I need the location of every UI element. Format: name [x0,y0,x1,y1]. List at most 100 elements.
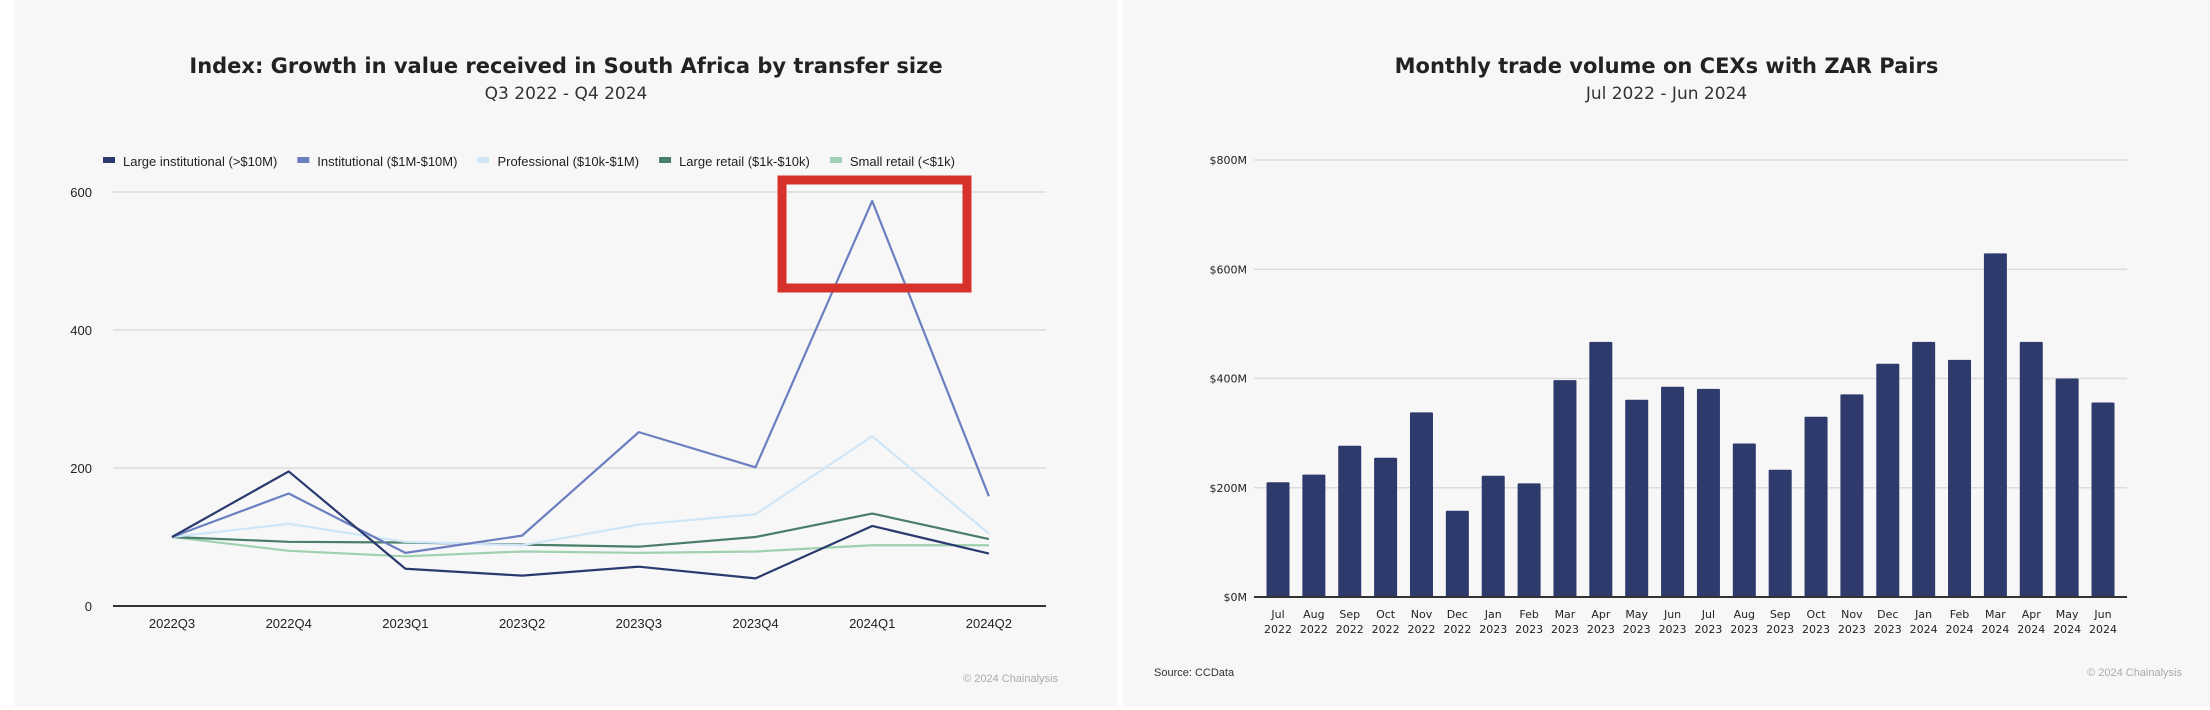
bar [2091,402,2115,597]
x-tick-year: 2023 [1730,623,1758,636]
x-tick-year: 2023 [1838,623,1866,636]
y-tick-label: $800M [1210,154,1248,167]
x-tick-month: Feb [1950,608,1969,621]
bar [2055,378,2079,597]
x-tick-label: 2023Q1 [382,616,428,631]
x-tick-year: 2024 [2089,623,2117,636]
bar [1840,394,1864,597]
x-tick-year: 2023 [1623,623,1651,636]
legend-label: Large retail ($1k-$10k) [679,154,810,169]
x-tick-month: Aug [1303,608,1324,621]
x-tick-year: 2023 [1551,623,1579,636]
bar-chart: $0M $200M $400M $600M $800M Jul 2022 Aug 2022 Sep… [1210,154,2127,636]
chart-title: Monthly trade volume on CEXs with ZAR Pa… [1394,54,1939,78]
series-line [171,535,989,558]
y-tick-label: 200 [70,461,92,476]
legend-label: Small retail (<$1k) [850,154,955,169]
series-line [171,470,990,580]
x-tick-month: Apr [2022,608,2042,621]
x-tick-month: Oct [1807,608,1827,621]
legend-label: Large institutional (>$10M) [123,154,277,169]
y-tick-label: $400M [1210,373,1248,386]
x-tick-month: Jan [1484,608,1502,621]
x-tick-month: Apr [1591,608,1611,621]
bar [1517,483,1541,597]
copyright: © 2024 Chainalysis [963,673,1058,685]
x-tick-label: 2023Q3 [616,616,662,631]
y-tick-label: $0M [1224,591,1248,604]
x-tick-month: Sep [1339,608,1360,621]
legend-label: Professional ($10k-$1M) [497,154,639,169]
y-tick-label: $600M [1210,263,1248,276]
bar [1768,469,1792,597]
x-tick-label: 2022Q4 [266,616,312,631]
x-tick-year: 2023 [1766,623,1794,636]
bar [1302,474,1326,597]
chart-subtitle: Jul 2022 - Jun 2024 [1585,84,1748,104]
legend-label: Institutional ($1M-$10M) [317,154,457,169]
bar [1625,399,1649,597]
x-tick-year: 2024 [1910,623,1938,636]
bar [1696,388,1720,597]
copyright: © 2024 Chainalysis [2087,667,2182,679]
bar [1876,363,1900,597]
x-tick-year: 2022 [1372,623,1400,636]
x-tick-month: Nov [1411,608,1433,621]
bar [1409,412,1433,597]
x-tick-label: 2022Q3 [149,616,195,631]
bar [1948,359,1972,597]
series-line [171,512,990,548]
x-tick-month: Jul [1270,608,1284,621]
x-tick-label: 2024Q2 [966,616,1012,631]
legend-swatch [829,157,842,163]
y-tick-label: $200M [1210,482,1248,495]
x-tick-month: Jun [1663,608,1681,621]
legend-swatch [477,157,490,163]
x-tick-month: Dec [1447,608,1468,621]
y-tick-label: 600 [70,185,92,200]
bar [1589,341,1613,597]
series-line [171,435,990,547]
x-tick-month: Mar [1555,608,1576,621]
x-tick-year: 2023 [1874,623,1902,636]
x-tick-year: 2022 [1300,623,1328,636]
legend-swatch [103,157,115,163]
x-tick-year: 2022 [1407,623,1435,636]
bar [1732,443,1756,597]
x-tick-year: 2024 [1946,623,1974,636]
x-tick-month: Sep [1770,608,1791,621]
x-tick-year: 2023 [1515,623,1543,636]
x-tick-year: 2024 [1981,623,2009,636]
x-tick-year: 2022 [1264,623,1292,636]
x-tick-month: Nov [1841,608,1863,621]
x-tick-year: 2024 [2017,623,2045,636]
x-tick-year: 2023 [1694,623,1722,636]
x-tick-label: 2023Q2 [499,616,545,631]
bar [1553,380,1577,597]
x-tick-year: 2023 [1587,623,1615,636]
x-tick-month: May [1625,608,1648,621]
line-chart-panel: Index: Growth in value received in South… [14,0,1118,706]
bar [2019,341,2043,597]
x-tick-year: 2023 [1659,623,1687,636]
x-tick-year: 2023 [1479,623,1507,636]
bar [1661,386,1685,597]
x-tick-label: 2023Q4 [732,616,778,631]
x-tick-month: Oct [1376,608,1396,621]
x-tick-month: Jan [1914,608,1932,621]
x-tick-month: May [2056,608,2079,621]
y-tick-label: 0 [85,599,92,614]
x-tick-month: Jun [2093,608,2111,621]
x-tick-month: Aug [1734,608,1755,621]
chart-title: Index: Growth in value received in South… [189,54,943,78]
bar [1481,475,1505,597]
bar [1338,445,1362,597]
x-tick-month: Feb [1519,608,1538,621]
bar [1983,253,2007,597]
bar [1445,510,1469,597]
bar [1804,416,1828,597]
source-note: Source: CCData [1154,667,1235,679]
series-line [171,199,990,554]
bar-chart-panel: Monthly trade volume on CEXs with ZAR Pa… [1123,0,2210,706]
x-tick-year: 2024 [2053,623,2081,636]
